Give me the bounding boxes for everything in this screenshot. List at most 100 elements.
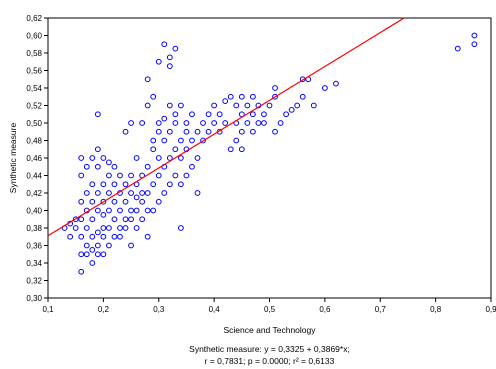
data-point xyxy=(333,80,339,87)
data-point xyxy=(144,76,151,83)
data-point xyxy=(216,111,223,118)
data-point xyxy=(166,181,173,188)
data-point xyxy=(166,102,173,109)
data-point xyxy=(172,146,179,153)
data-point xyxy=(227,93,234,100)
data-point xyxy=(128,190,134,196)
data-point xyxy=(94,111,101,118)
data-point xyxy=(100,225,107,231)
data-point xyxy=(150,146,157,153)
data-point xyxy=(117,207,123,214)
data-point xyxy=(155,172,162,179)
data-point xyxy=(94,251,101,258)
data-point xyxy=(205,128,212,135)
axis-ticks: 0,1 0,2 0,3 0,4 0,5 0,6 0,7 0,8 0,9 0,30 0,32 0,34 0… xyxy=(26,14,496,314)
data-point xyxy=(133,225,140,231)
data-point xyxy=(78,268,85,275)
data-point xyxy=(111,216,118,223)
data-point xyxy=(100,233,107,240)
data-point xyxy=(183,172,190,179)
data-point xyxy=(106,190,112,196)
data-point xyxy=(249,111,256,118)
data-point xyxy=(272,93,278,100)
data-point xyxy=(89,155,96,161)
data-point xyxy=(78,155,85,161)
x-tick-label: 0,2 xyxy=(98,305,110,314)
data-point xyxy=(94,229,101,236)
data-point xyxy=(128,172,134,179)
data-point xyxy=(161,41,168,48)
data-point xyxy=(139,216,146,223)
data-point xyxy=(150,137,157,144)
data-point xyxy=(111,181,118,188)
data-point xyxy=(238,128,245,135)
y-tick-label: 0,30 xyxy=(26,294,42,303)
data-point xyxy=(211,120,218,126)
data-point xyxy=(189,163,195,170)
data-point xyxy=(83,225,90,231)
data-point xyxy=(155,58,162,65)
data-point xyxy=(227,146,234,153)
regression-line xyxy=(47,17,405,237)
data-point xyxy=(321,85,328,91)
data-point xyxy=(178,137,184,144)
data-point xyxy=(189,111,195,118)
y-tick-label: 0,42 xyxy=(26,189,42,198)
data-point xyxy=(83,163,90,170)
data-point xyxy=(89,181,96,188)
data-point xyxy=(471,41,478,48)
data-point xyxy=(178,181,184,188)
data-point xyxy=(454,45,461,52)
data-point xyxy=(89,198,96,205)
data-point xyxy=(244,120,251,126)
data-point xyxy=(72,225,79,231)
data-point xyxy=(222,120,229,126)
data-point xyxy=(161,137,168,144)
data-point xyxy=(155,155,162,161)
data-point xyxy=(78,216,85,223)
y-tick-label: 0,46 xyxy=(26,154,42,163)
data-point xyxy=(111,198,118,205)
data-point xyxy=(266,102,273,109)
data-point xyxy=(89,260,96,266)
y-tick-label: 0,52 xyxy=(26,102,42,111)
data-point xyxy=(78,172,85,179)
data-point xyxy=(94,146,101,153)
data-point xyxy=(83,251,90,258)
x-tick-label: 0,7 xyxy=(375,305,387,314)
data-point xyxy=(205,111,212,118)
x-tick-label: 0,5 xyxy=(264,305,276,314)
data-point xyxy=(161,190,168,196)
data-point xyxy=(172,45,179,52)
data-point xyxy=(244,102,251,109)
y-tick-label: 0,48 xyxy=(26,137,42,146)
data-point xyxy=(78,233,85,240)
data-point xyxy=(94,207,101,214)
y-tick-label: 0,32 xyxy=(26,277,42,286)
data-point xyxy=(89,216,96,223)
equation-caption-line1: Synthetic measure: y = 0,3325 + 0,3869*x… xyxy=(189,344,350,354)
data-point xyxy=(166,128,173,135)
data-point xyxy=(261,120,267,126)
data-point xyxy=(139,198,146,205)
x-tick-label: 0,3 xyxy=(153,305,165,314)
data-point xyxy=(106,159,112,166)
data-point xyxy=(122,216,129,223)
data-point xyxy=(106,172,112,179)
data-point xyxy=(194,128,201,135)
data-point xyxy=(166,155,173,161)
data-point xyxy=(133,155,140,161)
data-point xyxy=(133,194,140,201)
data-point xyxy=(128,216,134,223)
data-point xyxy=(172,111,179,118)
data-point xyxy=(83,190,90,196)
data-point xyxy=(299,93,306,100)
data-point xyxy=(128,242,134,249)
data-point xyxy=(272,128,278,135)
data-point xyxy=(200,137,206,144)
data-point xyxy=(89,246,96,253)
data-point xyxy=(211,102,218,109)
x-tick-label: 0,6 xyxy=(319,305,331,314)
data-point xyxy=(122,225,129,231)
